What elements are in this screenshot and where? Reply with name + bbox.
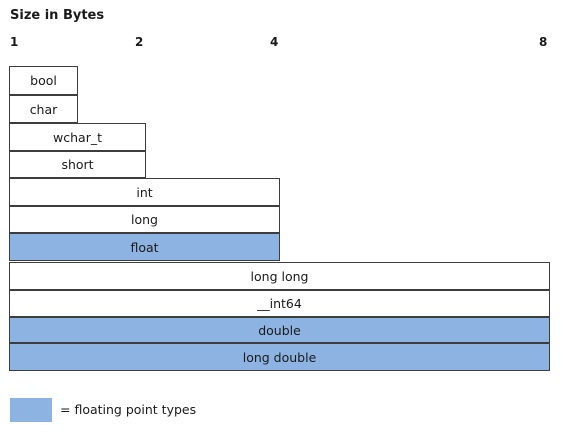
diagram-title: Size in Bytes — [10, 8, 105, 23]
scale-tick-8: 8 — [539, 35, 548, 49]
type-box-int64: __int64 — [9, 290, 550, 317]
legend-swatch — [10, 398, 52, 422]
type-box-wchar-t: wchar_t — [9, 123, 146, 151]
legend-label: = floating point types — [60, 402, 197, 417]
type-box-bool: bool — [9, 66, 78, 95]
scale-tick-2: 2 — [135, 35, 144, 49]
scale-tick-1: 1 — [10, 35, 19, 49]
type-box-int: int — [9, 178, 280, 206]
scale-tick-4: 4 — [270, 35, 279, 49]
type-box-long: long — [9, 206, 280, 233]
type-box-long-long: long long — [9, 262, 550, 290]
type-box-short: short — [9, 151, 146, 178]
type-box-float: float — [9, 233, 280, 261]
type-box-long-double: long double — [9, 343, 550, 371]
type-box-char: char — [9, 95, 78, 123]
type-box-double: double — [9, 317, 550, 343]
